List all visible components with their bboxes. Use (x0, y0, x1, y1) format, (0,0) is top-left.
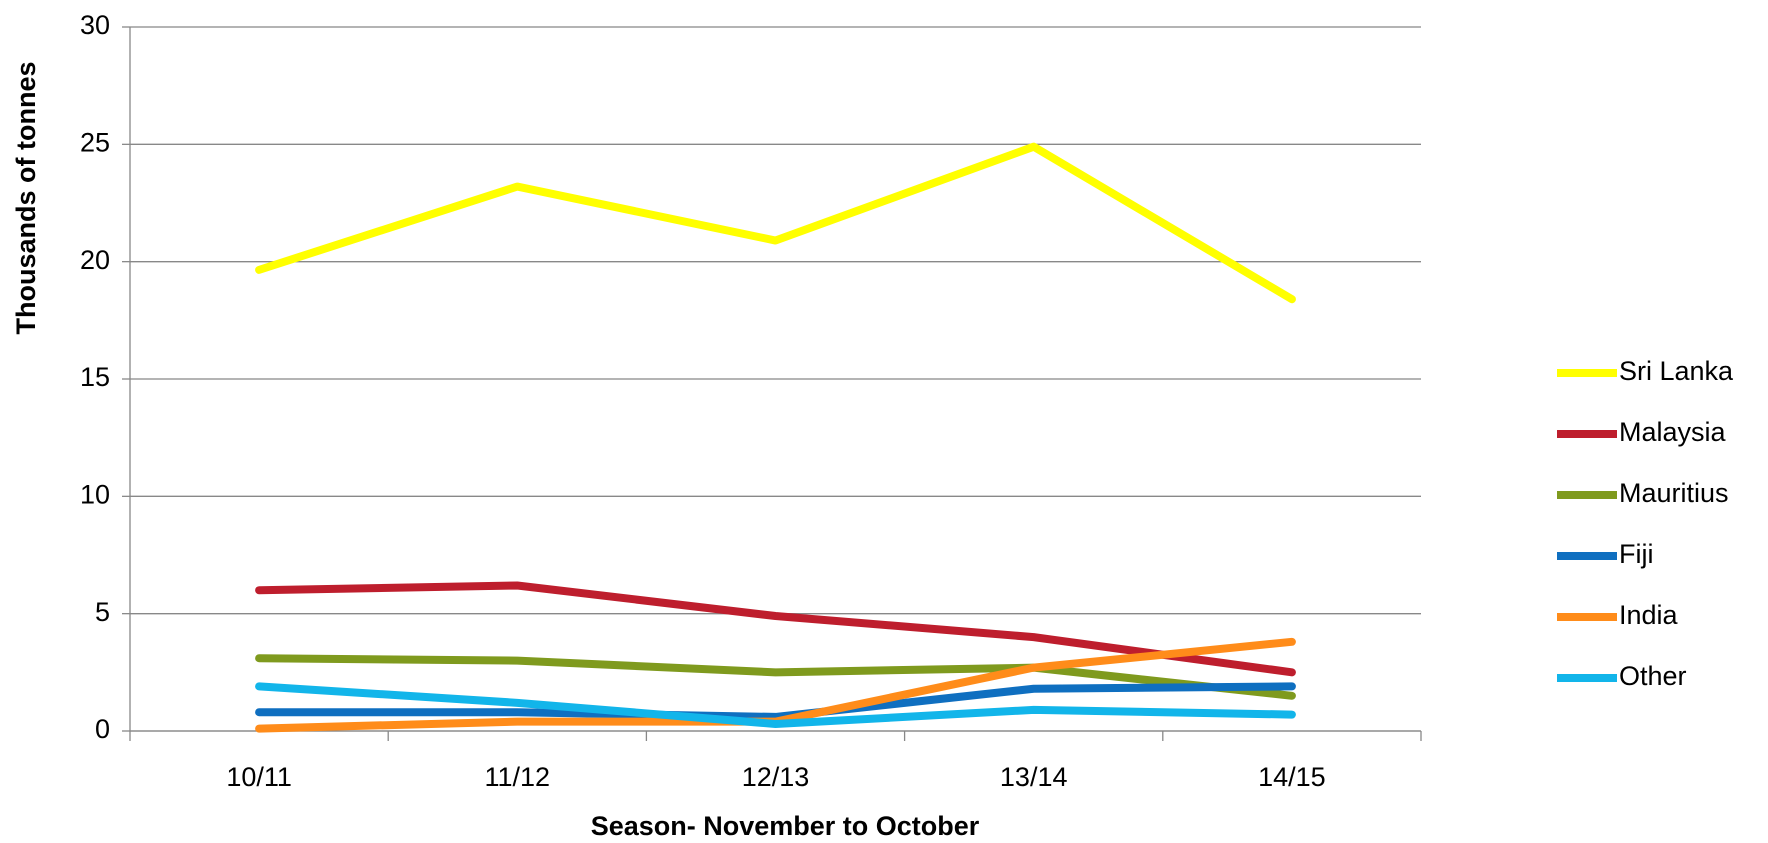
series-line (255, 654, 1296, 700)
series-line (255, 682, 1296, 721)
x-tick-label: 12/13 (742, 762, 810, 792)
legend-label: Sri Lanka (1619, 356, 1734, 386)
series-line (255, 682, 1296, 728)
x-axis-title: Season- November to October (591, 811, 980, 841)
series-line (255, 142, 1296, 304)
legend-label: Mauritius (1619, 478, 1729, 508)
y-tick-label: 0 (95, 714, 110, 744)
y-tick-label: 5 (95, 597, 110, 627)
x-tick-label: 11/12 (485, 762, 551, 792)
y-tick-label: 15 (80, 362, 110, 392)
legend-label: Malaysia (1619, 417, 1727, 447)
legend-label: Fiji (1619, 539, 1654, 569)
legend-label: India (1619, 600, 1679, 630)
y-tick-label: 20 (80, 245, 110, 275)
x-tick-label: 14/15 (1258, 762, 1326, 792)
y-tick-label: 10 (80, 479, 110, 509)
legend-label: Other (1619, 661, 1687, 691)
y-tick-label: 30 (80, 10, 110, 40)
x-tick-label: 13/14 (1000, 762, 1068, 792)
x-tick-label: 10/11 (226, 762, 292, 792)
series-line (255, 581, 1296, 677)
y-axis-title: Thousands of tonnes (11, 62, 41, 335)
y-tick-label: 25 (80, 127, 110, 157)
